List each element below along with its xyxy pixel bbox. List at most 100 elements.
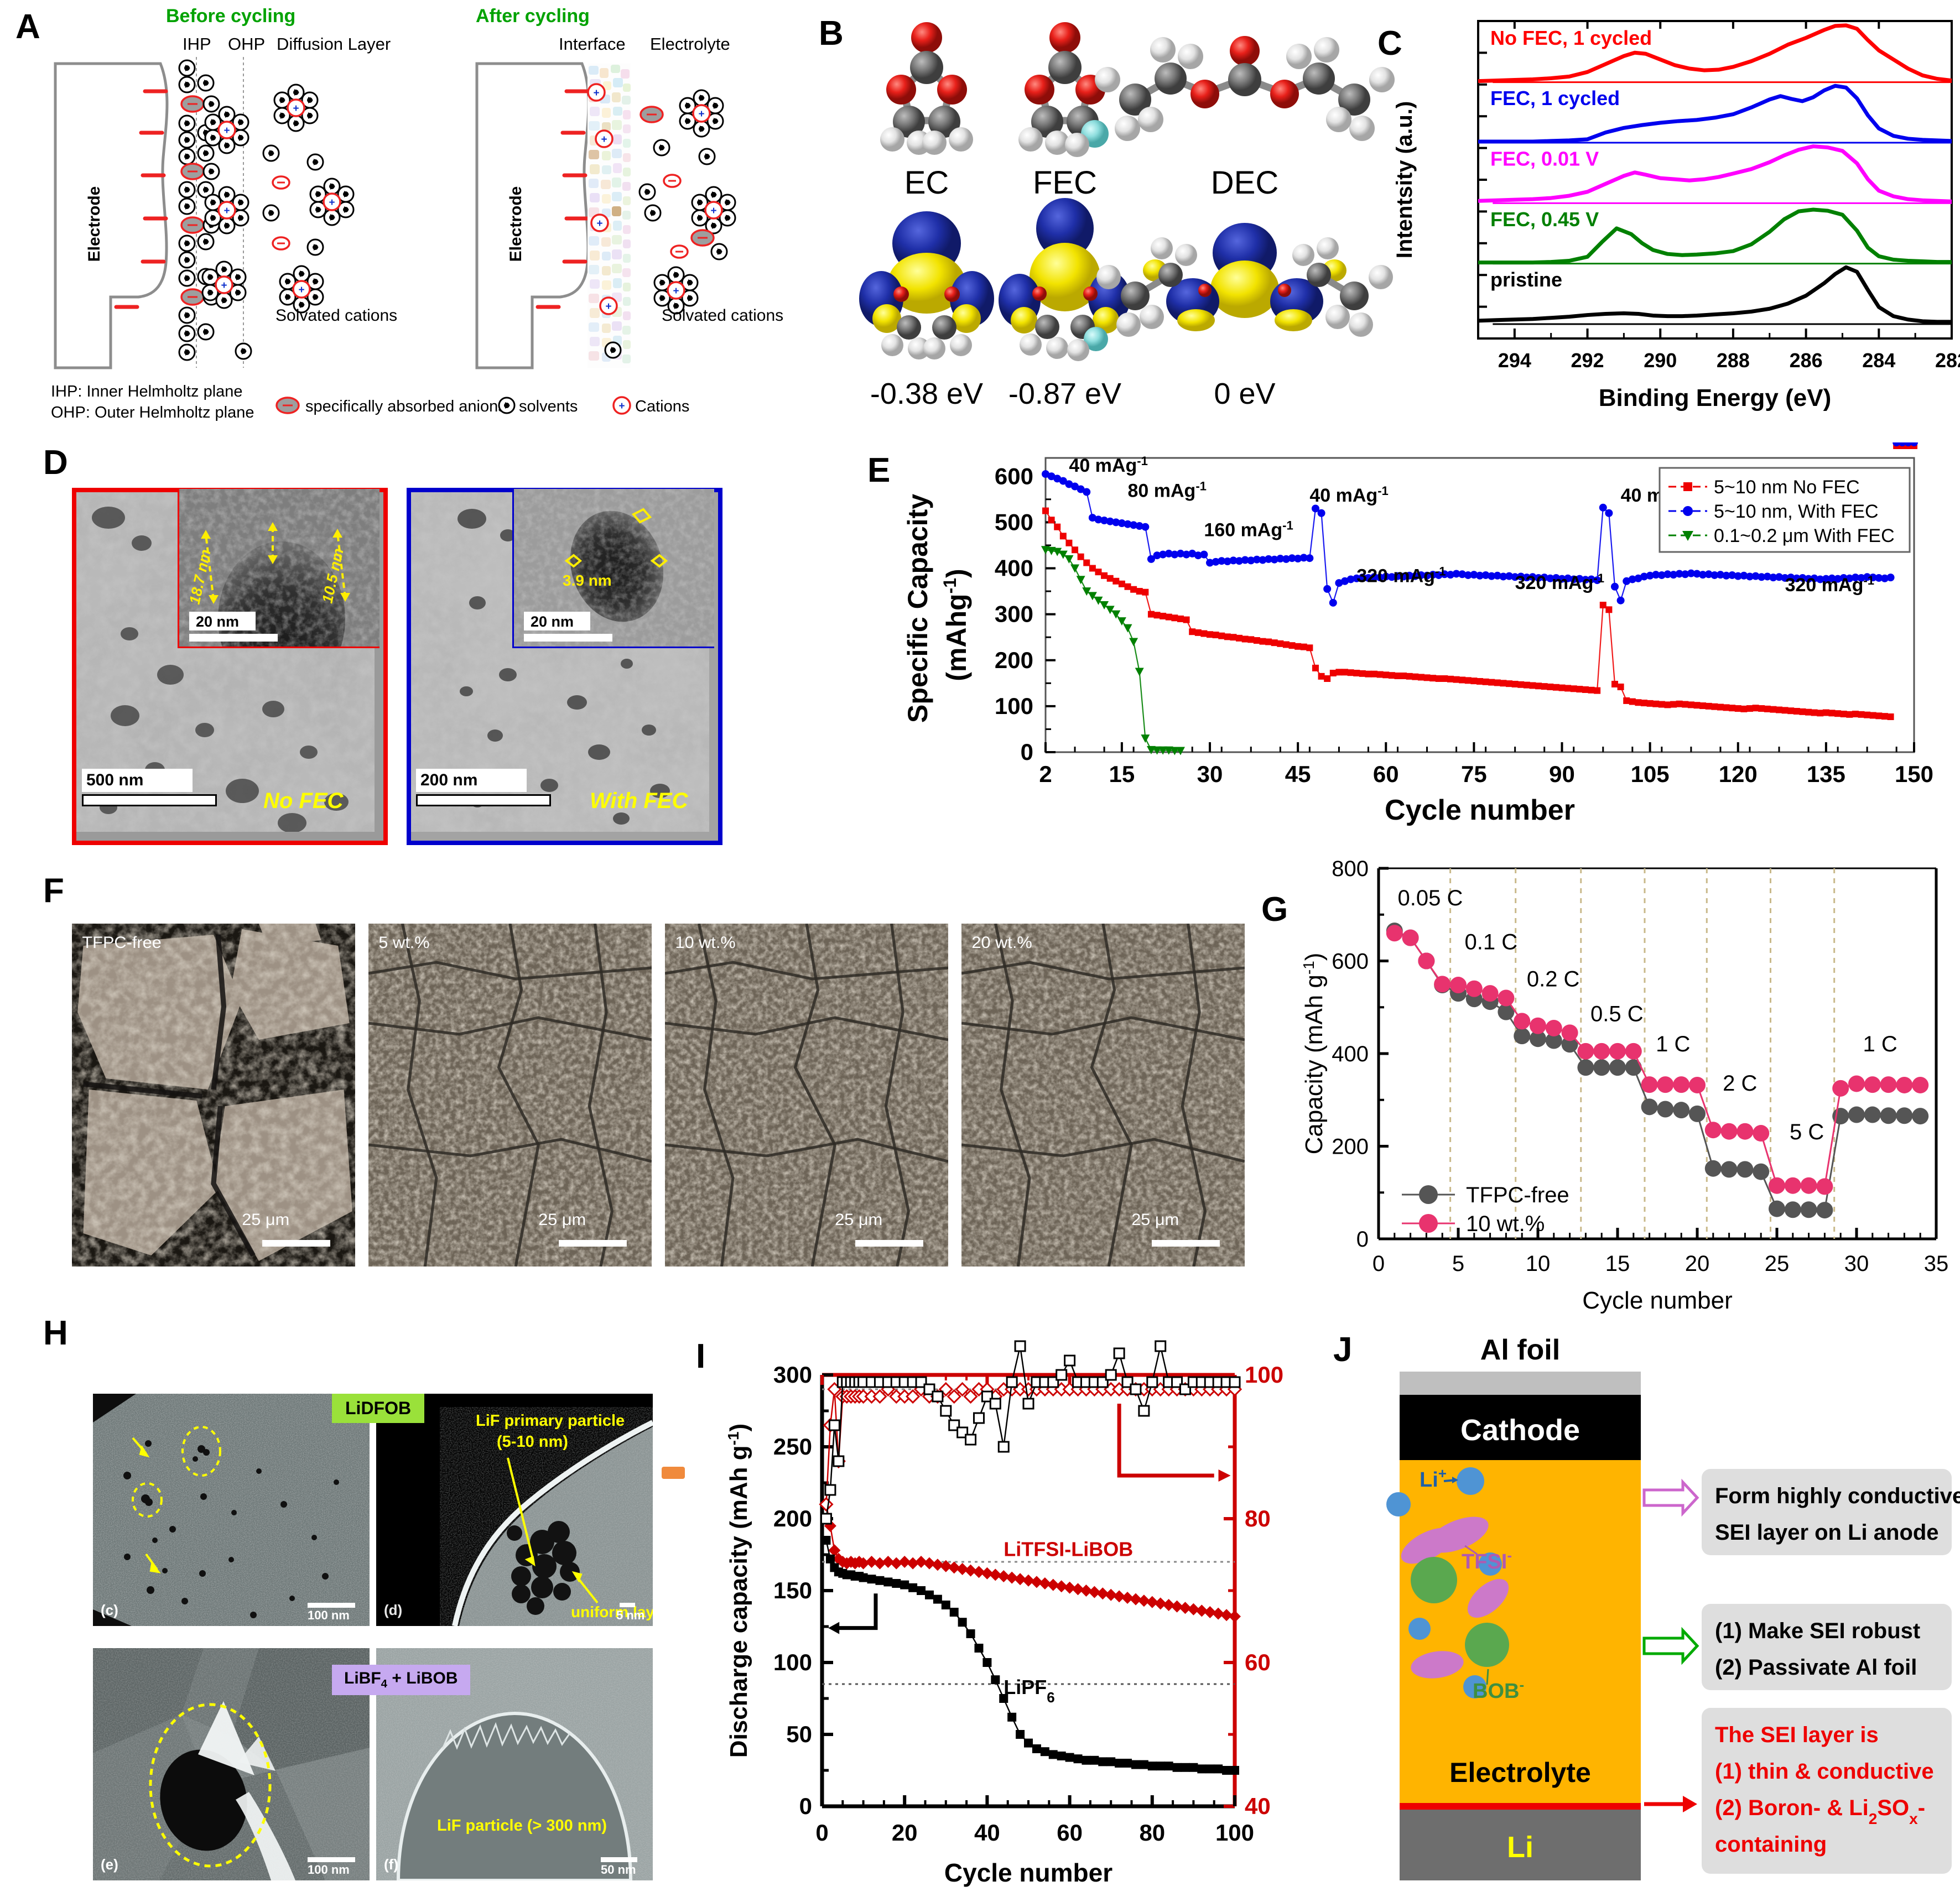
panel-g-xtick: 5 bbox=[1452, 1252, 1464, 1276]
panel-e-point bbox=[1417, 674, 1424, 681]
panel-e-point bbox=[1858, 711, 1865, 718]
panel-e-point bbox=[1411, 572, 1420, 580]
panel-g-point bbox=[1577, 1059, 1594, 1076]
panel-i-point bbox=[973, 1566, 985, 1578]
panel-g-point bbox=[1816, 1178, 1833, 1195]
panel-i-ylabel: Discharge capacity (mAh g-1) bbox=[725, 1424, 753, 1758]
panel-e-point bbox=[1200, 630, 1208, 637]
panel-i-point bbox=[907, 1557, 919, 1570]
panel-g-rate-annotation: 5 C bbox=[1790, 1120, 1824, 1144]
panel-e-point bbox=[1076, 576, 1085, 585]
panel-e-point bbox=[1635, 699, 1642, 706]
panel-e-point bbox=[1552, 574, 1560, 582]
panel-i-point bbox=[1063, 1581, 1076, 1594]
panel-e-point bbox=[1441, 570, 1449, 579]
panel-e-point bbox=[1282, 555, 1290, 563]
panel-e-point bbox=[1271, 639, 1278, 647]
electrode-left-label: Electrode bbox=[85, 186, 103, 262]
panel-i-ytick: 50 bbox=[786, 1721, 812, 1747]
panel-e-point bbox=[1687, 569, 1695, 577]
panel-h-label: H bbox=[43, 1314, 68, 1352]
panel-c-series-label: FEC, 0.45 V bbox=[1490, 208, 1599, 231]
panel-i-point bbox=[892, 1579, 901, 1588]
legend-ihp-text: IHP: Inner Helmholtz plane bbox=[51, 383, 243, 400]
panel-j-electrolyte bbox=[1400, 1460, 1641, 1803]
panel-e-point bbox=[1493, 571, 1501, 580]
panel-e-point bbox=[1130, 521, 1138, 529]
panel-e-point bbox=[1153, 612, 1161, 619]
panel-g-point bbox=[1689, 1076, 1706, 1093]
panel-g-point bbox=[1848, 1075, 1865, 1092]
panel-g-point bbox=[1896, 1076, 1913, 1093]
panel-e-point bbox=[1459, 676, 1466, 684]
orbital-fec bbox=[999, 198, 1130, 361]
panel-e-point bbox=[1529, 682, 1536, 689]
panel-e-point bbox=[1171, 614, 1178, 622]
panel-e-point bbox=[1300, 643, 1307, 650]
panel-i-xtick: 60 bbox=[1057, 1820, 1083, 1846]
panel-e-point bbox=[1288, 642, 1296, 649]
panel-e-point bbox=[1822, 709, 1829, 716]
panel-e-point bbox=[1770, 706, 1777, 713]
panel-g-xtick: 15 bbox=[1605, 1252, 1630, 1276]
inset-scalebar-label-left: 20 nm bbox=[196, 613, 239, 630]
panel-i-point bbox=[1048, 1750, 1058, 1759]
panel-c-series-label: FEC, 0.01 V bbox=[1490, 148, 1599, 170]
panel-i-point bbox=[908, 1583, 918, 1592]
panel-e-point bbox=[1423, 674, 1431, 681]
panel-e-ytick: 400 bbox=[995, 555, 1033, 581]
panel-b-label: B bbox=[819, 14, 844, 53]
tem-h-d-ann3: uniform layer bbox=[571, 1603, 653, 1620]
panel-e-point bbox=[1447, 675, 1454, 682]
panel-e-point bbox=[1729, 705, 1736, 712]
panel-i-point bbox=[874, 1557, 886, 1570]
panel-h: H (c) bbox=[0, 1311, 686, 1897]
panel-e-xtick: 15 bbox=[1109, 761, 1135, 787]
panel-e-ylabel-2: (mAhg-1) bbox=[940, 569, 972, 681]
panel-i-point bbox=[883, 1577, 893, 1587]
panel-i-ytick: 150 bbox=[773, 1577, 812, 1603]
panel-j-li-ion bbox=[1386, 1492, 1411, 1516]
panel-i-point bbox=[932, 1390, 944, 1403]
panel-i-point bbox=[1096, 1587, 1109, 1600]
label-ohp: OHP bbox=[228, 34, 265, 54]
panel-g-point bbox=[1498, 1003, 1515, 1020]
panel-i-xtick: 0 bbox=[815, 1820, 828, 1846]
panel-e-point bbox=[1071, 482, 1079, 491]
panel-e-point bbox=[1235, 557, 1244, 565]
panel-g-ytick: 400 bbox=[1332, 1042, 1369, 1066]
panel-g-point bbox=[1816, 1202, 1833, 1219]
panel-e-point bbox=[1722, 571, 1730, 580]
panel-i-point bbox=[989, 1568, 1002, 1581]
panel-e-point bbox=[1236, 634, 1243, 642]
panel-e-point bbox=[1270, 555, 1278, 564]
tag-libf4-libob-text: LiBF4 + LiBOB bbox=[344, 1669, 458, 1690]
panel-i-point bbox=[1172, 1763, 1182, 1772]
tag-libf4-libob: LiBF4 + LiBOB bbox=[332, 1665, 470, 1695]
molecule-ec-label: EC bbox=[904, 165, 949, 201]
panel-c-xlabel: Binding Energy (eV) bbox=[1599, 384, 1831, 411]
panel-j-cathode bbox=[1400, 1395, 1641, 1460]
panel-e-point bbox=[1476, 571, 1484, 580]
panel-g-point bbox=[1673, 1102, 1690, 1119]
panel-e-point bbox=[1623, 577, 1631, 585]
panel-e-point bbox=[1851, 574, 1859, 582]
panel-e-point bbox=[1147, 611, 1155, 618]
tem-no-fec-inset: 18.7 nm 10.5 nm 20 nm bbox=[178, 489, 379, 648]
panel-i: I 0 50 100 150 200 250 300 40 60 80 100 0 20 40 60 80 10… bbox=[680, 1311, 1311, 1897]
caption-no-fec: No FEC bbox=[263, 789, 344, 813]
panel-i-point bbox=[1146, 1376, 1158, 1388]
panel-e-point bbox=[1623, 697, 1630, 704]
sem-image-1-graphic: 5 wt.% 25 μm bbox=[368, 924, 652, 1267]
panel-i-point bbox=[1131, 1760, 1140, 1769]
panel-i-point bbox=[1038, 1577, 1051, 1589]
panel-e-point bbox=[1488, 572, 1496, 580]
panel-e-point bbox=[1893, 442, 1901, 446]
panel-e-point bbox=[1464, 571, 1472, 579]
panel-e-point bbox=[1482, 678, 1489, 685]
panel-e-point bbox=[1616, 596, 1625, 604]
panel-e-point bbox=[1776, 706, 1783, 713]
panel-e-point bbox=[1065, 539, 1073, 546]
panel-g-point bbox=[1673, 1076, 1690, 1093]
panel-i-point bbox=[865, 1556, 878, 1568]
